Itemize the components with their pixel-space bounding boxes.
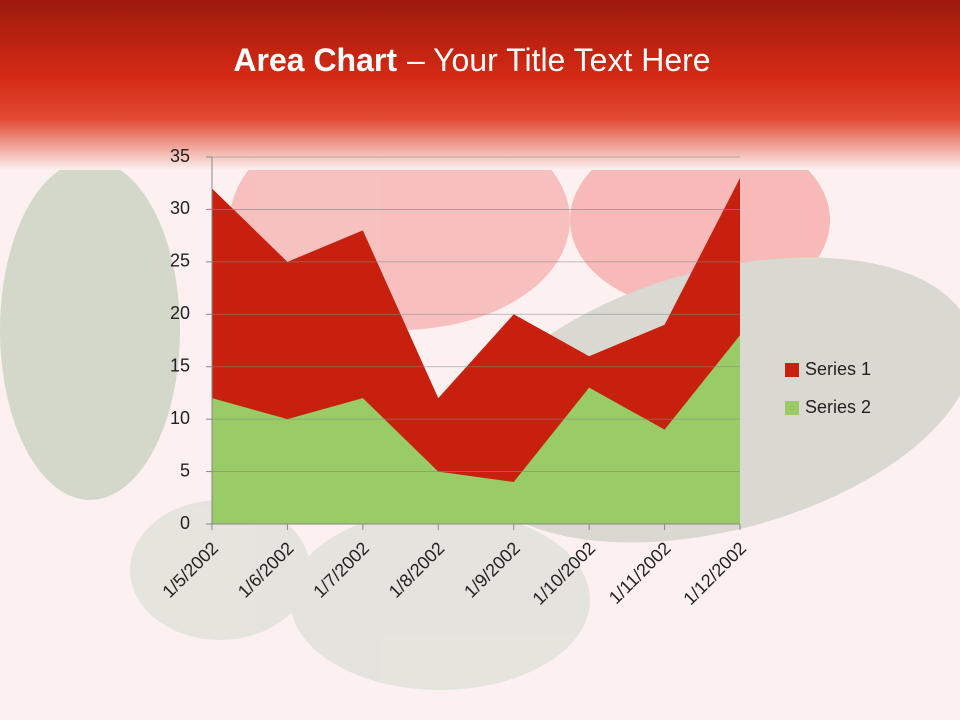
area [212, 335, 740, 524]
y-tick-label: 15 [170, 355, 190, 375]
title-rest: – Your Title Text Here [407, 42, 711, 78]
legend-label: Series 1 [805, 359, 871, 379]
y-tick-label: 20 [170, 303, 190, 323]
y-tick-label: 25 [170, 251, 190, 271]
legend-label: Series 2 [805, 397, 871, 417]
y-tick-label: 10 [170, 408, 190, 428]
title-bold: Area Chart [233, 42, 397, 78]
y-tick-label: 5 [180, 460, 190, 480]
legend-swatch [785, 401, 799, 415]
y-tick-label: 35 [170, 146, 190, 166]
slide-title: Area Chart – Your Title Text Here [233, 42, 710, 78]
header-band [0, 0, 960, 170]
legend-swatch [785, 363, 799, 377]
y-tick-label: 30 [170, 198, 190, 218]
y-tick-label: 0 [180, 513, 190, 533]
